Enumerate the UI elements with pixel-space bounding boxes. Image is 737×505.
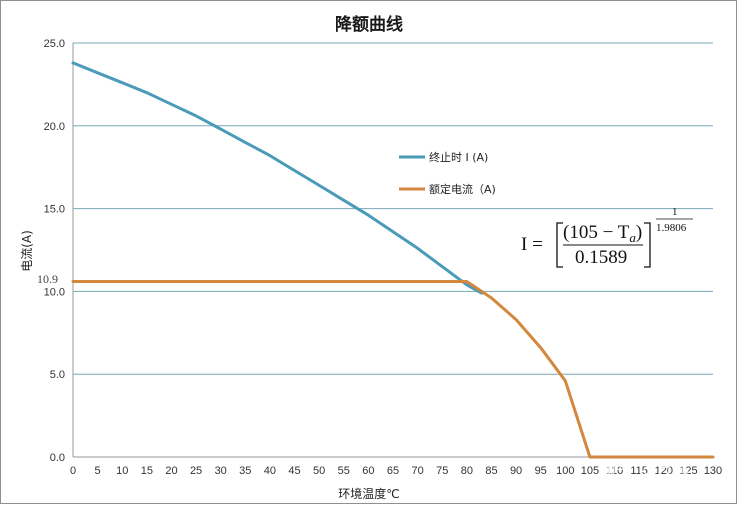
legend-label-rated-current: 额定电流（A)	[429, 182, 496, 196]
x-tick-label: 35	[239, 465, 251, 477]
x-tick-label: 65	[387, 465, 399, 477]
y-tick-label: 5.0	[50, 369, 65, 381]
y-tick-label: 25.0	[44, 38, 65, 50]
x-tick-label: 105	[581, 465, 599, 477]
y-axis-ticks: 0.0 5.0 10.0 15.0 20.0 25.0	[44, 38, 65, 464]
x-tick-label: 50	[313, 465, 325, 477]
series-line-rated-current	[71, 280, 715, 459]
formula-exponent-numerator: 1	[672, 206, 678, 218]
y-tick-label: 15.0	[44, 204, 65, 216]
x-tick-label: 120	[655, 465, 673, 477]
x-tick-label: 85	[485, 465, 497, 477]
x-tick-label: 30	[215, 465, 227, 477]
x-tick-label: 130	[704, 465, 722, 477]
formula-background	[513, 213, 703, 273]
x-tick-label: 45	[288, 465, 300, 477]
y-tick-label: 10.0	[44, 286, 65, 298]
legend: 终止时 I (A) 额定电流（A)	[399, 150, 496, 196]
formula-denominator: 0.1589	[575, 247, 627, 268]
x-axis-label: 环境温度℃	[338, 486, 399, 501]
derating-formula: I = (105 − Ta) 0.1589 1 1.9806	[513, 206, 703, 273]
x-tick-label: 60	[362, 465, 374, 477]
x-tick-label: 95	[535, 465, 547, 477]
formula-lhs: I =	[521, 234, 543, 255]
chart-title: 降额曲线	[335, 14, 403, 35]
x-tick-label: 100	[556, 465, 574, 477]
x-tick-label: 20	[165, 465, 177, 477]
annotation-10-9: 10.9	[37, 272, 58, 286]
x-axis-ticks: 0 5 10 15 20 25 30 35 40 45 50 55 60 65 70 75 80 85 90 95 10…	[70, 465, 722, 477]
y-tick-label: 0.0	[50, 452, 65, 464]
x-tick-label: 10	[116, 465, 128, 477]
x-tick-label: 5	[95, 465, 101, 477]
legend-label-terminal-current: 终止时 I (A)	[429, 150, 488, 164]
x-tick-label: 115	[630, 465, 648, 477]
series-line-terminal-current	[71, 61, 484, 295]
x-tick-label: 110	[606, 465, 624, 477]
x-tick-label: 75	[436, 465, 448, 477]
y-axis-label: 电流(A)	[20, 230, 34, 272]
x-tick-label: 70	[411, 465, 423, 477]
series-lines	[71, 61, 715, 459]
x-tick-label: 90	[510, 465, 522, 477]
x-tick-label: 125	[679, 465, 697, 477]
watermark: 知乎 @万郎	[599, 460, 689, 480]
x-tick-label: 40	[264, 465, 276, 477]
x-tick-label: 0	[70, 465, 76, 477]
formula-right-bracket	[644, 222, 651, 268]
formula-numerator: (105 − Ta)	[563, 222, 642, 245]
formula-left-bracket	[556, 222, 563, 268]
x-tick-label: 25	[190, 465, 202, 477]
x-tick-label: 80	[461, 465, 473, 477]
formula-exponent-denominator: 1.9806	[656, 222, 687, 234]
x-tick-label: 15	[141, 465, 153, 477]
x-tick-label: 55	[338, 465, 350, 477]
y-tick-label: 20.0	[44, 121, 65, 133]
